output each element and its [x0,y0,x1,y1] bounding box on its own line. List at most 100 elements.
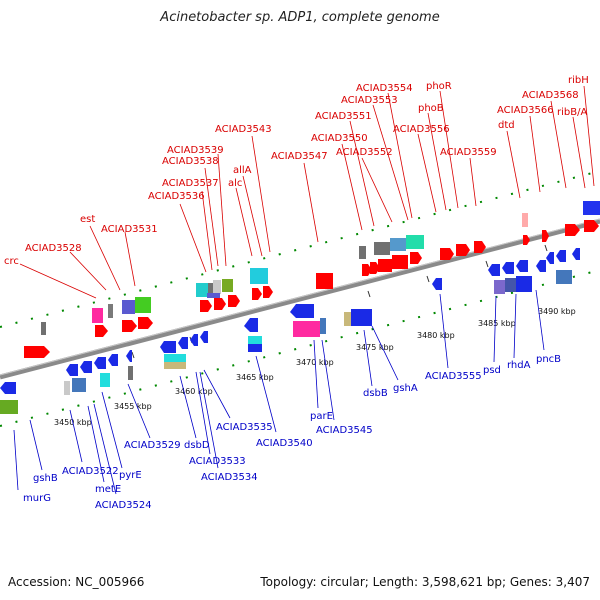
genome-title: Acinetobacter sp. ADP1, complete genome [160,10,440,25]
reverse-leaders [13,289,545,495]
gene-box [248,336,262,344]
gene-arrow [584,220,599,232]
gene-box [293,321,320,337]
kbp-label: 3470 kbp [296,358,334,367]
gene-box [250,268,268,284]
gene-label: gshB [33,473,58,484]
kbp-label: 3460 kbp [175,387,213,396]
gene-label: psd [483,365,501,376]
gene-label: ribB/A [557,107,587,118]
kbp-label: 3490 kbp [538,307,576,316]
gene-label: phoR [426,81,452,92]
kbp-label: 3465 kbp [236,373,274,382]
gene-label: ACIAD3552 [336,147,393,158]
gene-box [135,297,151,313]
gene-label: ACIAD3536 [148,191,205,202]
gene-arrow [0,382,16,394]
gene-arrow [252,288,262,300]
gene-arrow [556,250,566,262]
gene-box [64,381,70,395]
gene-box [406,235,424,249]
genome-summary-text: Topology: circular; Length: 3,598,621 bp… [260,575,590,589]
gene-label: ACIAD3554 [356,83,413,94]
gene-label: ACIAD3545 [316,425,373,436]
gene-arrow [200,300,212,312]
kbp-label: 3480 kbp [417,331,455,340]
gene-label: ACIAD3568 [522,90,579,101]
gene-label: ACIAD3528 [25,243,82,254]
gene-box [316,273,333,289]
gene-arrow [24,346,50,358]
gene-label: ACIAD3534 [201,472,258,483]
gene-label: ACIAD3559 [440,147,497,158]
gene-arrow [214,298,226,310]
accession-text: Accession: NC_005966 [8,575,145,589]
gene-label: ACIAD3540 [256,438,313,449]
gene-label: ribH [568,75,589,86]
gene-box [196,283,208,297]
gene-label: ACIAD3566 [497,105,554,116]
gene-label: ACIAD3556 [393,124,450,135]
gene-arrow [474,241,486,253]
gene-arrow [122,320,137,332]
gene-arrow [95,325,108,337]
gene-box [0,400,18,414]
gene-box [505,278,516,292]
gene-arrow [362,264,372,276]
kbp-label: 3485 kbp [478,319,516,328]
gene-label: ACIAD3529 [124,440,181,451]
gene-label: ACIAD3535 [216,422,273,433]
gene-arrow [536,260,546,272]
gene-arrow [200,331,208,343]
gene-box [320,318,326,334]
gene-label: est [80,214,95,225]
gene-arrow [263,286,273,298]
forward-leaders [19,85,595,299]
gene-box [41,322,46,335]
gene-box [390,238,406,251]
gene-arrow [138,317,153,329]
gene-arrow [523,235,530,245]
gene-label: pncB [536,354,561,365]
gene-box [392,255,408,269]
gene-label: phoB [418,103,444,114]
gene-arrow [502,262,514,274]
gene-label: ACIAD3539 [167,145,224,156]
gene-box [522,213,528,227]
gene-label: ACIAD3550 [311,133,368,144]
reverse-labels: gshB murG ACIAD3522 metE ACIAD3524 pyrE … [23,354,561,511]
gene-label: ACIAD3537 [162,178,219,189]
gene-box [72,378,86,392]
gene-label: ACIAD3543 [215,124,272,135]
gene-arrow [290,304,314,318]
gene-label: allA [233,165,252,176]
gene-arrow [440,248,454,260]
gene-arrow [178,337,188,349]
gene-label: rhdA [507,360,531,371]
gene-arrow [94,357,106,369]
gene-label: pyrE [119,470,142,481]
gene-label: ACIAD3531 [101,224,158,235]
gene-box [359,246,366,259]
gene-label: ACIAD3522 [62,466,119,477]
gene-label: parE [310,411,333,422]
gene-box [213,280,221,294]
gene-label: ACIAD3538 [162,156,219,167]
gene-label: metE [95,484,121,495]
gene-arrow [160,341,176,353]
gene-arrow [190,334,198,346]
gene-label: ACIAD3547 [271,151,328,162]
gene-box [378,259,392,272]
gene-label: alc [228,178,242,189]
kbp-label: 3475 kbp [356,343,394,352]
gene-arrow [432,278,442,290]
gene-arrow [410,252,422,264]
gene-arrow [244,318,258,332]
genome-axis [0,218,600,380]
gene-box [583,201,600,215]
gene-label: ACIAD3555 [425,371,482,382]
forward-labels: crc ACIAD3528 est ACIAD3531 ACIAD3536 AC… [4,75,589,267]
gene-arrow [108,354,118,366]
gene-box [92,308,103,323]
gene-box [128,366,133,380]
